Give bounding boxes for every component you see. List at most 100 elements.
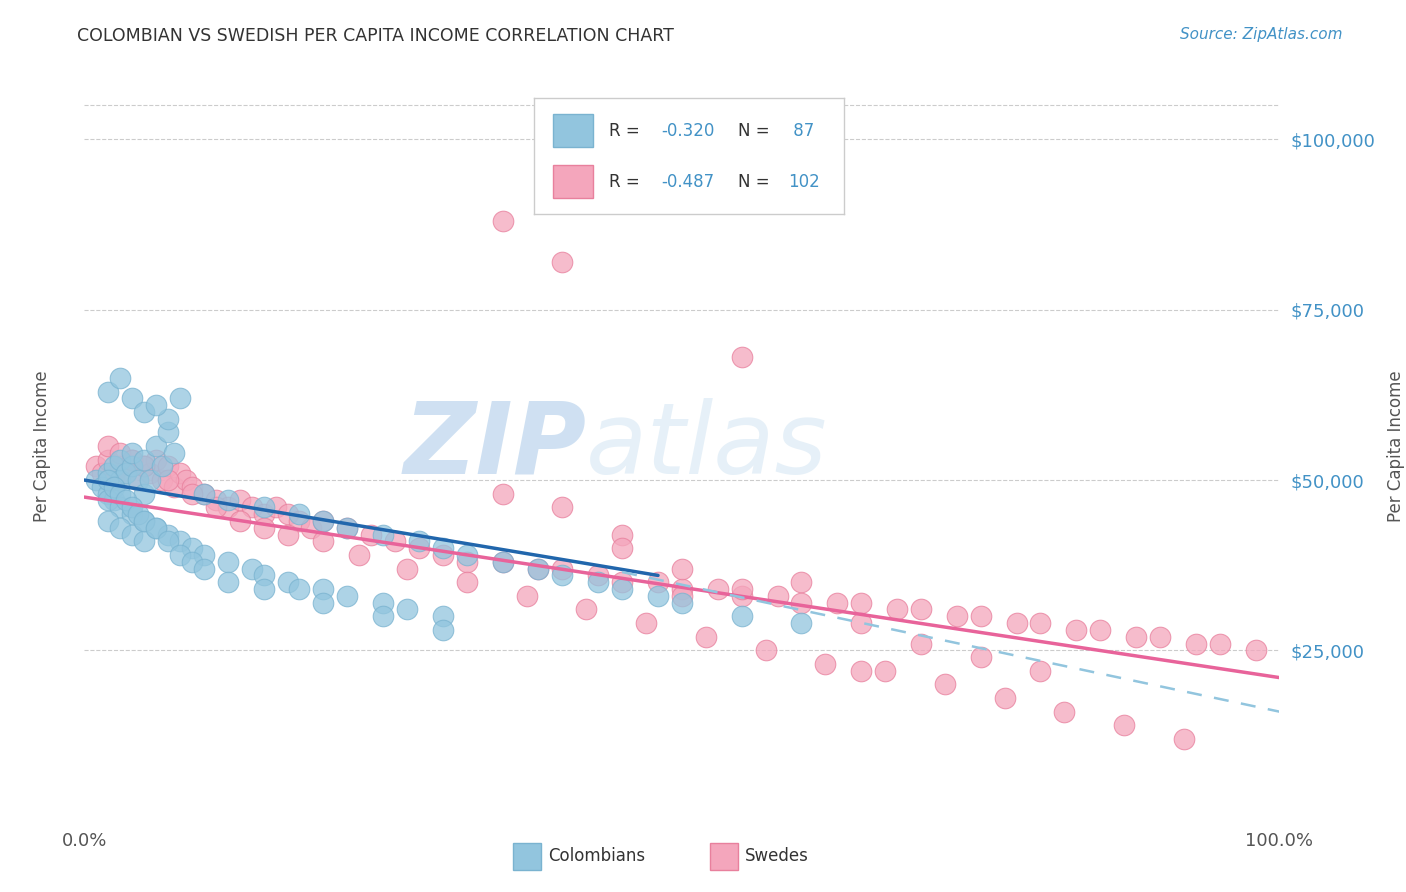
Point [612,575,634,590]
Point [1173,731,1195,746]
Point [97,439,120,453]
Point [157,534,180,549]
Point [312,534,335,549]
Point [1090,623,1112,637]
Point [396,561,419,575]
Point [110,521,132,535]
Point [97,384,120,399]
Point [253,507,276,521]
Point [132,459,156,474]
Point [456,575,478,590]
Point [827,596,849,610]
Point [121,392,143,406]
Point [790,616,813,631]
Point [647,589,669,603]
Point [349,548,371,562]
Text: Per Capita Income: Per Capita Income [34,370,51,522]
Point [492,486,515,500]
Point [612,527,634,541]
Point [790,575,813,590]
Point [814,657,837,671]
Point [636,616,658,631]
Point [110,486,132,500]
Point [91,467,114,481]
Point [970,650,993,665]
Point [110,473,132,487]
Point [588,568,610,582]
Point [205,500,228,515]
Point [432,623,454,637]
Point [97,486,120,500]
Text: N =: N = [738,121,775,139]
Point [103,493,125,508]
Point [193,486,215,500]
Point [456,555,478,569]
Point [121,452,143,467]
Text: Colombians: Colombians [548,847,645,865]
Point [253,521,276,535]
Point [360,527,382,541]
Point [432,541,454,556]
Text: atlas: atlas [586,398,828,494]
Point [312,514,335,528]
Point [551,561,574,575]
Point [731,582,754,596]
Point [145,398,167,412]
Text: -0.320: -0.320 [661,121,714,139]
Point [97,473,120,487]
Point [121,527,143,541]
Point [115,493,138,508]
Point [253,500,276,515]
Point [150,473,173,487]
Point [1209,636,1232,650]
Point [110,500,132,515]
Point [193,561,215,575]
Text: R =: R = [609,121,644,139]
Point [174,473,197,487]
Point [851,616,873,631]
Point [86,473,108,487]
Point [163,480,186,494]
Point [240,500,263,515]
Point [647,575,669,590]
Point [121,459,143,474]
Point [934,677,956,691]
Point [277,527,299,541]
Text: R =: R = [609,173,644,191]
Point [217,500,239,515]
Point [229,514,252,528]
Point [121,500,143,515]
Point [127,473,149,487]
Point [1114,718,1136,732]
Point [132,452,156,467]
Point [373,596,395,610]
Point [145,521,167,535]
Point [193,486,215,500]
Point [851,664,873,678]
Point [1244,643,1267,657]
Point [91,480,114,494]
Text: ZIP: ZIP [404,398,586,494]
Point [612,582,634,596]
Point [115,467,138,481]
Point [103,480,125,494]
Point [875,664,897,678]
Point [1125,630,1147,644]
Point [97,514,120,528]
Point [336,521,359,535]
Point [288,507,311,521]
Point [163,446,186,460]
Point [264,500,287,515]
Point [86,459,108,474]
Point [157,459,180,474]
Point [132,486,156,500]
Text: -0.487: -0.487 [661,173,714,191]
Point [312,582,335,596]
Point [288,514,311,528]
Point [671,582,693,596]
Point [217,555,239,569]
Text: 102: 102 [787,173,820,191]
Point [755,643,778,657]
Point [527,561,550,575]
Point [492,555,515,569]
